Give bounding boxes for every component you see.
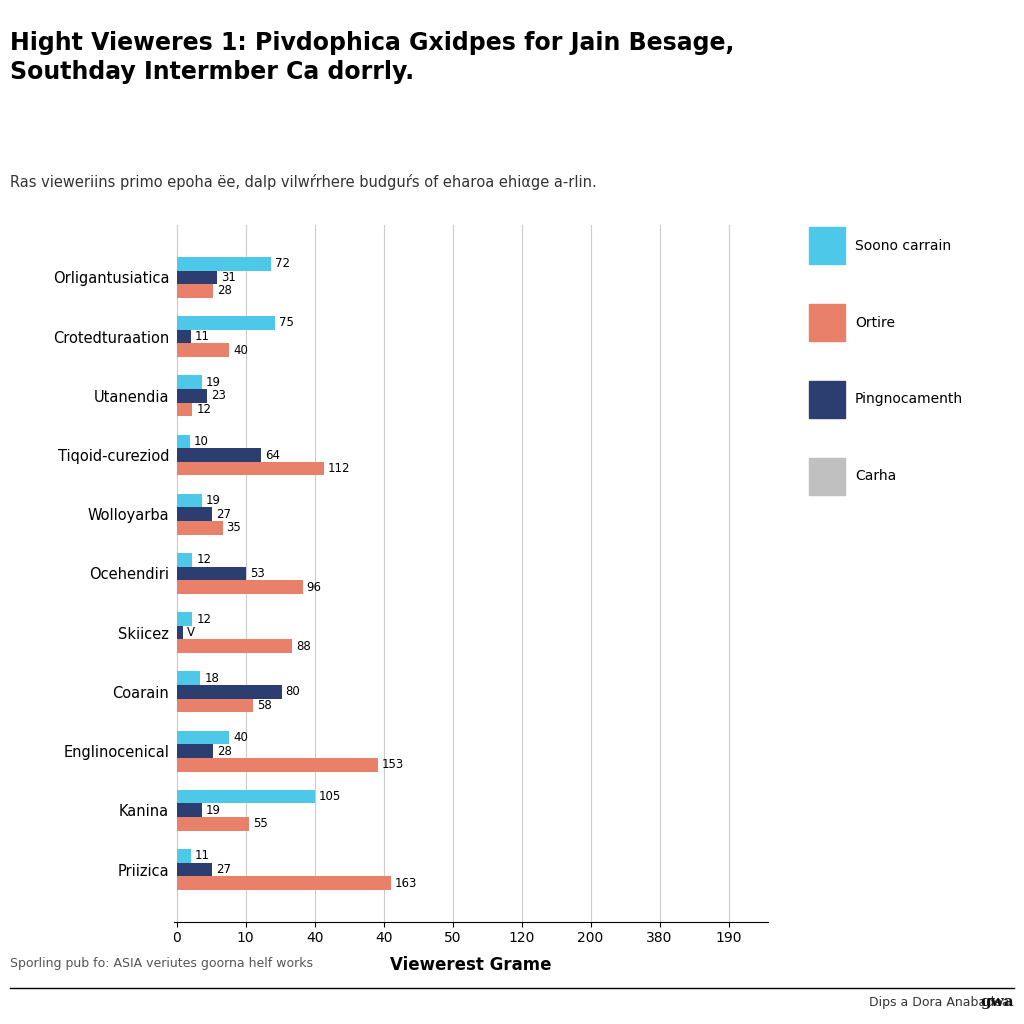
Bar [177,612,193,626]
Bar [177,508,212,521]
Text: 23: 23 [211,389,225,402]
Text: V: V [187,626,196,639]
X-axis label: Viewerest Grame: Viewerest Grame [390,956,552,975]
Bar [177,626,183,639]
Bar [177,270,217,285]
Bar [177,639,292,653]
Bar [177,316,275,330]
Text: 28: 28 [217,744,232,758]
Text: 19: 19 [206,376,220,389]
Text: 163: 163 [394,877,417,890]
Bar [177,462,324,475]
Text: 55: 55 [253,817,267,830]
Text: 80: 80 [286,685,300,698]
Bar [177,389,207,402]
Bar [177,257,271,270]
Text: Hight Vieweres 1: Pivdophica Gxidpes for Jain Besage,
Southday Intermber Ca dorr: Hight Vieweres 1: Pivdophica Gxidpes for… [10,31,734,84]
Bar [177,744,213,758]
Bar [177,330,191,343]
Text: 153: 153 [382,758,403,771]
Bar [177,285,213,298]
Text: 12: 12 [197,612,211,626]
Bar [177,434,189,449]
Text: 27: 27 [216,508,231,521]
Text: 12: 12 [197,402,211,416]
Bar [177,581,303,594]
Bar [177,376,202,389]
Text: 10: 10 [194,435,209,447]
Bar [177,877,391,890]
Bar [177,449,261,462]
Bar [177,553,193,566]
Text: 31: 31 [221,271,237,284]
Text: Sporling pub fo: ASIA veriutes goorna helf works: Sporling pub fo: ASIA veriutes goorna he… [10,957,313,971]
Text: 12: 12 [197,553,211,566]
Bar [177,758,378,771]
Text: 40: 40 [233,344,248,356]
Bar [177,494,202,508]
Bar [177,731,229,744]
Text: Ortire: Ortire [855,315,895,330]
Bar [177,685,282,698]
Text: 96: 96 [307,581,322,594]
Bar [177,790,314,804]
Bar [177,521,222,535]
Bar [177,849,191,862]
Text: 72: 72 [275,257,290,270]
Text: 28: 28 [217,285,232,298]
Text: 53: 53 [250,567,265,580]
Text: 40: 40 [233,731,248,744]
Bar [177,566,247,581]
Text: 88: 88 [296,640,311,652]
Text: 11: 11 [195,330,210,343]
Text: 64: 64 [264,449,280,462]
Text: Ras vieweriins primo epoha ёe, dalp vilwŕrhere budguŕs of eharοa ehiαge a-rlin.: Ras vieweriins primo epoha ёe, dalp vilw… [10,174,597,190]
Text: 19: 19 [206,495,220,507]
Bar [177,402,193,416]
Text: 35: 35 [226,521,242,535]
Text: 58: 58 [257,699,271,712]
Bar [177,862,212,877]
Bar [177,672,201,685]
Text: 112: 112 [328,462,350,475]
Text: 19: 19 [206,804,220,817]
Text: Soono carrain: Soono carrain [855,239,951,253]
Text: 105: 105 [318,791,341,803]
Text: Pingnocamenth: Pingnocamenth [855,392,964,407]
Bar [177,817,249,830]
Bar [177,804,202,817]
Text: gwa: gwa [980,994,1014,1009]
Text: Dips a Dora Anabadea: Dips a Dora Anabadea [869,995,1014,1009]
Text: 18: 18 [204,672,219,685]
Text: 75: 75 [280,316,294,330]
Text: Carha: Carha [855,469,896,483]
Bar [177,698,253,713]
Bar [177,343,229,357]
Text: 27: 27 [216,863,231,876]
Text: 11: 11 [195,849,210,862]
